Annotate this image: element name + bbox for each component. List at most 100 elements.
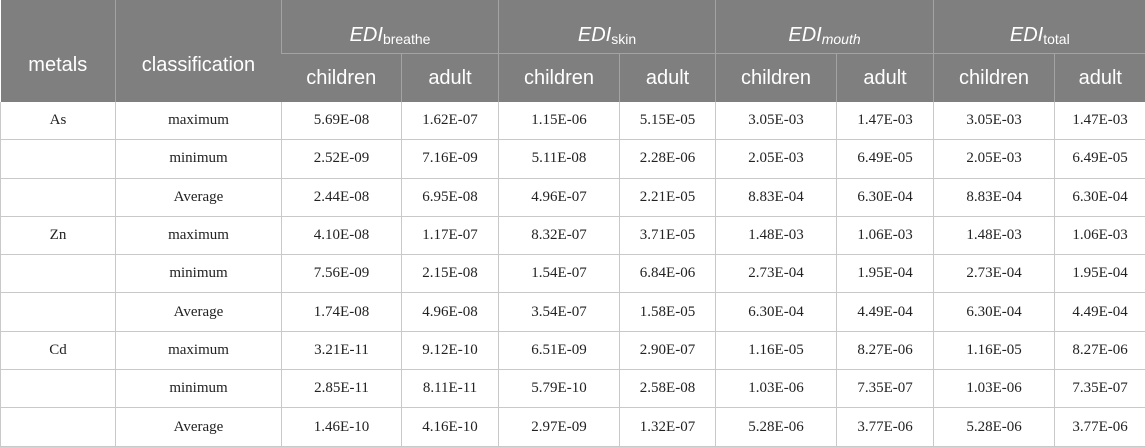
value-cell: 2.05E-03 — [934, 140, 1055, 178]
value-cell: 2.52E-09 — [282, 140, 402, 178]
value-cell: 2.15E-08 — [402, 255, 499, 293]
value-cell: 1.47E-03 — [1055, 102, 1145, 140]
group-base: EDI — [578, 24, 611, 46]
value-cell: 2.90E-07 — [620, 331, 716, 369]
classification-cell: maximum — [116, 102, 282, 140]
value-cell: 8.11E-11 — [402, 370, 499, 408]
classification-cell: Average — [116, 408, 282, 446]
header-classification: classification — [116, 0, 282, 102]
value-cell: 1.16E-05 — [934, 331, 1055, 369]
value-cell: 7.16E-09 — [402, 140, 499, 178]
value-cell: 2.73E-04 — [934, 255, 1055, 293]
value-cell: 4.49E-04 — [1055, 293, 1145, 331]
value-cell: 8.83E-04 — [934, 178, 1055, 216]
subheader-children: children — [282, 54, 402, 103]
value-cell: 7.35E-07 — [1055, 370, 1145, 408]
header-group-breathe: EDIbreathe — [282, 0, 499, 54]
group-base: EDI — [1010, 24, 1043, 46]
value-cell: 1.95E-04 — [837, 255, 934, 293]
header-metals: metals — [1, 0, 116, 102]
value-cell: 3.77E-06 — [1055, 408, 1145, 446]
classification-cell: minimum — [116, 370, 282, 408]
value-cell: 4.49E-04 — [837, 293, 934, 331]
value-cell: 6.84E-06 — [620, 255, 716, 293]
classification-cell: Average — [116, 178, 282, 216]
value-cell: 5.28E-06 — [716, 408, 837, 446]
group-sub: breathe — [383, 31, 430, 47]
subheader-adult: adult — [620, 54, 716, 103]
value-cell: 1.03E-06 — [716, 370, 837, 408]
value-cell: 1.06E-03 — [1055, 216, 1145, 254]
subheader-adult: adult — [402, 54, 499, 103]
value-cell: 1.54E-07 — [499, 255, 620, 293]
value-cell: 2.85E-11 — [282, 370, 402, 408]
value-cell: 3.21E-11 — [282, 331, 402, 369]
group-sub: total — [1043, 31, 1069, 47]
value-cell: 3.54E-07 — [499, 293, 620, 331]
value-cell: 1.15E-06 — [499, 102, 620, 140]
value-cell: 4.96E-08 — [402, 293, 499, 331]
group-base: EDI — [350, 24, 383, 46]
value-cell: 5.28E-06 — [934, 408, 1055, 446]
value-cell: 7.56E-09 — [282, 255, 402, 293]
subheader-adult: adult — [1055, 54, 1145, 103]
metal-cell: Zn — [1, 216, 116, 254]
metal-cell — [1, 140, 116, 178]
value-cell: 1.03E-06 — [934, 370, 1055, 408]
group-sub: skin — [611, 31, 636, 47]
value-cell: 2.44E-08 — [282, 178, 402, 216]
table-header: metals classification EDIbreathe EDIskin… — [1, 0, 1145, 102]
value-cell: 1.16E-05 — [716, 331, 837, 369]
value-cell: 6.95E-08 — [402, 178, 499, 216]
value-cell: 1.48E-03 — [934, 216, 1055, 254]
metal-cell — [1, 255, 116, 293]
value-cell: 2.73E-04 — [716, 255, 837, 293]
value-cell: 6.30E-04 — [837, 178, 934, 216]
metal-cell: As — [1, 102, 116, 140]
value-cell: 1.32E-07 — [620, 408, 716, 446]
metal-cell — [1, 178, 116, 216]
value-cell: 5.15E-05 — [620, 102, 716, 140]
value-cell: 4.10E-08 — [282, 216, 402, 254]
value-cell: 3.05E-03 — [934, 102, 1055, 140]
metal-cell — [1, 293, 116, 331]
value-cell: 9.12E-10 — [402, 331, 499, 369]
value-cell: 3.05E-03 — [716, 102, 837, 140]
value-cell: 8.32E-07 — [499, 216, 620, 254]
value-cell: 1.62E-07 — [402, 102, 499, 140]
value-cell: 6.30E-04 — [934, 293, 1055, 331]
value-cell: 3.77E-06 — [837, 408, 934, 446]
value-cell: 5.79E-10 — [499, 370, 620, 408]
value-cell: 1.06E-03 — [837, 216, 934, 254]
value-cell: 1.74E-08 — [282, 293, 402, 331]
value-cell: 2.97E-09 — [499, 408, 620, 446]
value-cell: 6.49E-05 — [1055, 140, 1145, 178]
metal-cell: Cd — [1, 331, 116, 369]
value-cell: 8.83E-04 — [716, 178, 837, 216]
group-sub: mouth — [822, 31, 861, 47]
classification-cell: maximum — [116, 216, 282, 254]
classification-cell: Average — [116, 293, 282, 331]
value-cell: 7.35E-07 — [837, 370, 934, 408]
value-cell: 6.49E-05 — [837, 140, 934, 178]
value-cell: 8.27E-06 — [1055, 331, 1145, 369]
subheader-children: children — [499, 54, 620, 103]
metal-cell — [1, 370, 116, 408]
value-cell: 1.95E-04 — [1055, 255, 1145, 293]
value-cell: 1.17E-07 — [402, 216, 499, 254]
value-cell: 8.27E-06 — [837, 331, 934, 369]
value-cell: 1.58E-05 — [620, 293, 716, 331]
subheader-children: children — [934, 54, 1055, 103]
value-cell: 2.05E-03 — [716, 140, 837, 178]
value-cell: 5.11E-08 — [499, 140, 620, 178]
